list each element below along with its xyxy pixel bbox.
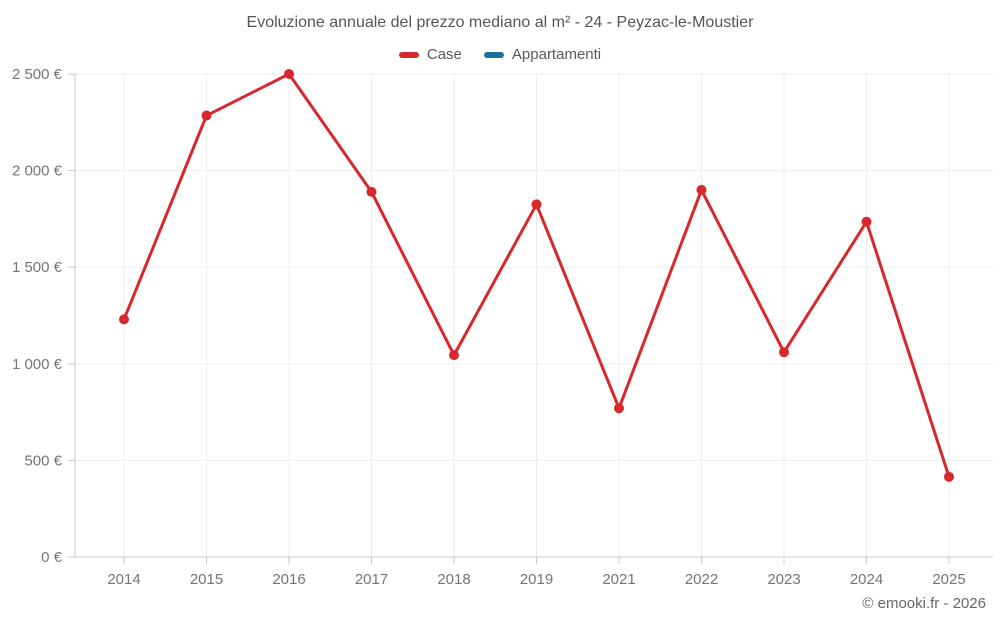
copyright: © emooki.fr - 2026 xyxy=(862,595,986,612)
data-point-2024[interactable] xyxy=(861,216,872,227)
data-point-2022[interactable] xyxy=(696,184,707,195)
data-point-2021[interactable] xyxy=(614,403,624,414)
data-point-2023[interactable] xyxy=(779,347,789,358)
x-tick-label: 2017 xyxy=(355,571,388,588)
x-tick-label: 2018 xyxy=(437,571,470,588)
chart-title: Evoluzione annuale del prezzo mediano al… xyxy=(246,14,754,31)
case-series-swatch xyxy=(398,51,419,58)
y-tick-label: 2 000 € xyxy=(12,163,63,180)
x-tick-label: 2019 xyxy=(520,571,553,588)
x-tick-label: 2015 xyxy=(190,571,223,588)
x-tick-label: 2023 xyxy=(767,571,800,588)
legend-label-appartamenti: Appartamenti xyxy=(511,46,602,63)
x-tick-label: 2014 xyxy=(107,571,140,588)
y-tick-label: 2 500 € xyxy=(12,66,63,83)
data-point-2025[interactable] xyxy=(944,471,954,482)
x-tick-label: 2022 xyxy=(685,571,718,588)
legend-label-case: Case xyxy=(426,46,462,63)
y-tick-label: 1 000 € xyxy=(12,356,63,373)
y-tick-label: 500 € xyxy=(24,452,62,469)
x-tick-label: 2021 xyxy=(602,571,635,588)
data-point-2018[interactable] xyxy=(449,350,459,361)
x-tick-label: 2024 xyxy=(850,571,883,588)
data-point-2014[interactable] xyxy=(119,314,129,325)
y-tick-label: 0 € xyxy=(41,549,63,566)
x-tick-label: 2025 xyxy=(932,571,965,588)
data-point-2016[interactable] xyxy=(284,69,294,79)
legend-item-appartamenti[interactable]: Appartamenti xyxy=(483,46,602,63)
x-tick-label: 2016 xyxy=(272,571,305,588)
y-tick-label: 1 500 € xyxy=(12,259,63,276)
appartamenti-series-swatch xyxy=(483,51,504,58)
data-point-2015[interactable] xyxy=(201,110,212,121)
legend-item-case[interactable]: Case xyxy=(398,46,462,63)
data-point-2019[interactable] xyxy=(531,199,542,210)
legend: Case Appartamenti xyxy=(0,46,1000,63)
data-point-2017[interactable] xyxy=(366,186,377,197)
